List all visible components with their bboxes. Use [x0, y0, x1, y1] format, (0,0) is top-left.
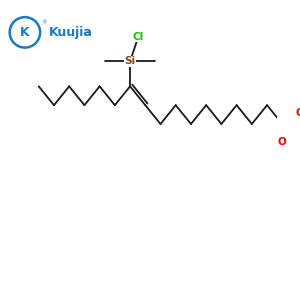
Text: K: K	[20, 26, 30, 39]
Text: ®: ®	[41, 20, 47, 25]
Text: O: O	[296, 108, 300, 118]
Text: Si: Si	[124, 56, 136, 66]
Text: Cl: Cl	[133, 32, 144, 41]
Text: O: O	[278, 137, 286, 147]
Text: Kuujia: Kuujia	[48, 26, 92, 39]
